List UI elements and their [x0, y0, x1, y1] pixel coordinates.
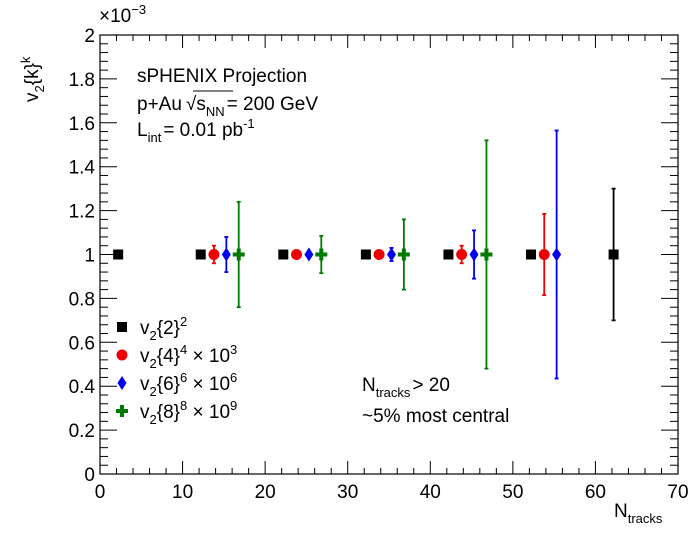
x-tick-label: 40	[420, 482, 441, 503]
data-point	[208, 249, 220, 260]
y-tick-label: 0.6	[69, 333, 95, 354]
data-point	[315, 248, 328, 261]
y-tick-label: 1.6	[69, 114, 95, 135]
annotation-title: sPHENIX Projection	[137, 66, 307, 87]
data-point	[373, 249, 385, 260]
data-point	[304, 247, 314, 262]
legend-marker	[117, 322, 127, 332]
y-tick-label: 0.8	[69, 289, 95, 310]
data-point	[469, 247, 479, 262]
series-1	[208, 212, 550, 297]
y-tick-label: 1.2	[69, 202, 95, 223]
legend-label: v2{8}8 × 109	[140, 398, 237, 427]
series-0	[113, 187, 619, 322]
data-series	[113, 129, 619, 380]
annotation-ntracks-cut: Ntracks > 20	[362, 375, 450, 400]
data-point	[221, 247, 231, 262]
data-point	[456, 249, 468, 260]
legend-label: v2{6}6 × 106	[140, 370, 237, 399]
x-axis-label: Ntracks	[614, 501, 663, 526]
x-tick-label: 60	[585, 482, 606, 503]
y-axis-label: v2{k}k	[18, 56, 47, 102]
x-tick-label: 10	[172, 482, 193, 503]
y-tick-label: 0	[84, 465, 95, 486]
data-point	[397, 248, 410, 261]
data-point	[291, 249, 303, 260]
legend-label: v2{2}2	[140, 314, 187, 343]
data-point	[526, 249, 537, 260]
data-point	[538, 249, 550, 260]
y-tick-label: 1	[84, 246, 95, 267]
legend-marker	[116, 349, 128, 361]
data-point	[386, 247, 396, 262]
annotation-luminosity: Lint = 0.01 pb-1	[137, 116, 255, 145]
x-tick-label: 50	[502, 482, 523, 503]
annotation-collision: p+Au √sNN = 200 GeV	[137, 94, 318, 119]
x-tick-label: 0	[95, 482, 106, 503]
annotation-centrality: ~5% most central	[362, 406, 509, 427]
legend-marker	[117, 376, 127, 390]
y-tick-label: 1.4	[69, 158, 96, 179]
y-ticks: 0 0.2 0.4 0.6 0.8 1 1.2 1.4 1.6 1.8 2	[69, 26, 678, 486]
data-point	[113, 249, 124, 260]
x-tick-label: 30	[337, 482, 358, 503]
y-tick-label: 0.4	[69, 377, 96, 398]
data-point	[443, 249, 454, 260]
data-point	[608, 249, 619, 260]
x-ticks: 0 10 20 30 40 50 60 70	[95, 35, 689, 503]
y-tick-label: 2	[84, 26, 95, 47]
series-2	[221, 129, 562, 380]
series-3	[232, 139, 493, 370]
legend-marker	[116, 405, 128, 417]
data-point	[195, 249, 206, 260]
data-point	[232, 248, 245, 261]
y-tick-label: 1.8	[69, 70, 95, 91]
y-multiplier: ×10−3	[99, 2, 146, 27]
data-point	[360, 249, 371, 260]
x-tick-label: 70	[667, 482, 688, 503]
legend-label: v2{4}4 × 103	[140, 342, 237, 371]
data-point	[278, 249, 289, 260]
data-point	[552, 247, 562, 262]
data-point	[480, 248, 493, 261]
y-tick-label: 0.2	[69, 421, 95, 442]
x-tick-label: 20	[255, 482, 276, 503]
